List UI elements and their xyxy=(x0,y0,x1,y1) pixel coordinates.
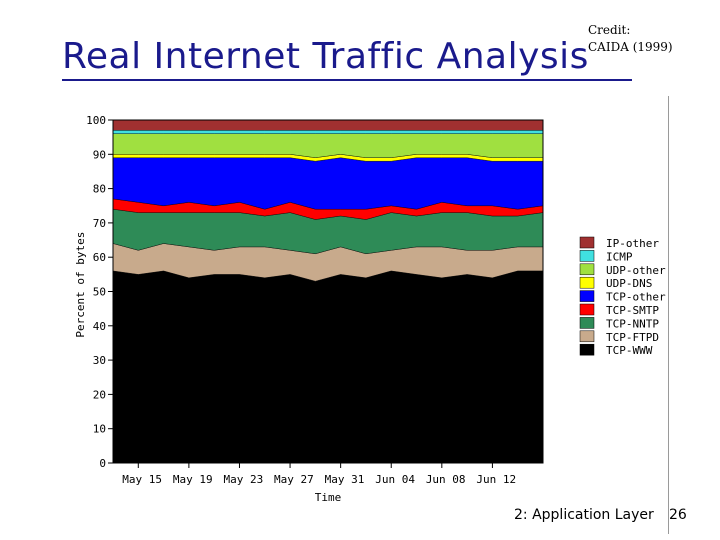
legend-swatch-udp-dns xyxy=(579,276,595,289)
legend-swatch-ip-other xyxy=(579,236,595,249)
y-tick-label: 10 xyxy=(93,423,106,436)
legend-swatch-tcp-other xyxy=(579,290,595,302)
y-tick-label: 60 xyxy=(93,251,106,264)
y-axis: 0 10 20 30 40 50 60 70 80 90 100 xyxy=(86,114,113,470)
title-underline xyxy=(62,79,632,81)
legend-label-ip-other: IP-other xyxy=(606,237,659,250)
legend-label-tcp-other: TCP-other xyxy=(606,291,666,304)
x-tick-label: May 31 xyxy=(325,473,365,486)
x-axis-label: Time xyxy=(315,491,342,504)
y-tick-label: 70 xyxy=(93,217,106,230)
legend-swatch-tcp-www xyxy=(579,343,595,356)
x-tick-label: May 19 xyxy=(173,473,213,486)
chart-areas xyxy=(112,119,544,464)
area-ip-other xyxy=(112,119,544,131)
area-icmp xyxy=(112,130,544,134)
area-udp-other xyxy=(112,133,544,158)
credit-label: Credit: xyxy=(588,23,631,37)
x-tick-label: Jun 04 xyxy=(375,473,415,486)
legend-swatch-udp-other xyxy=(579,263,595,276)
legend-swatch-tcp-nntp xyxy=(579,317,595,329)
slide-divider xyxy=(668,96,669,534)
y-axis-label: Percent of bytes xyxy=(74,232,87,338)
credit-source: CAIDA (1999) xyxy=(588,40,673,54)
y-tick-label: 80 xyxy=(93,183,106,196)
legend-label-icmp: ICMP xyxy=(606,250,633,263)
y-tick-label: 30 xyxy=(93,354,106,367)
x-tick-label: Jun 08 xyxy=(426,473,466,486)
area-tcp-other xyxy=(112,157,544,210)
legend-label-tcp-ftpd: TCP-FTPD xyxy=(606,331,659,344)
slide-title: Real Internet Traffic Analysis xyxy=(62,36,589,77)
legend-label-tcp-www: TCP-WWW xyxy=(606,344,653,357)
area-tcp-www xyxy=(112,270,544,464)
legend-swatch-tcp-smtp xyxy=(579,303,595,316)
y-tick-label: 20 xyxy=(93,388,106,401)
legend-label-tcp-smtp: TCP-SMTP xyxy=(606,304,659,317)
y-tick-label: 40 xyxy=(93,320,106,333)
legend-label-udp-dns: UDP-DNS xyxy=(606,277,652,290)
x-tick-label: May 15 xyxy=(122,473,162,486)
y-tick-label: 100 xyxy=(86,114,106,127)
credit-note: Credit: CAIDA (1999) xyxy=(588,22,673,56)
legend-label-tcp-nntp: TCP-NNTP xyxy=(606,317,659,330)
x-tick-label: May 23 xyxy=(223,473,263,486)
x-tick-label: Jun 12 xyxy=(476,473,516,486)
footer-text: 2: Application Layer xyxy=(514,507,654,523)
x-tick-label: May 27 xyxy=(274,473,314,486)
y-tick-label: 0 xyxy=(99,457,106,470)
x-axis: May 15 May 19 May 23 May 27 May 31 Jun 04 Jun … xyxy=(122,463,516,486)
legend-label-udp-other: UDP-other xyxy=(606,264,666,277)
chart-legend: IP-otherICMPUDP-otherUDP-DNSTCP-otherTCP… xyxy=(579,236,666,357)
legend-swatch-icmp xyxy=(579,250,595,262)
y-tick-label: 50 xyxy=(93,286,106,299)
page-number: 26 xyxy=(669,507,687,523)
y-tick-label: 90 xyxy=(93,148,106,161)
legend-swatch-tcp-ftpd xyxy=(579,330,595,343)
